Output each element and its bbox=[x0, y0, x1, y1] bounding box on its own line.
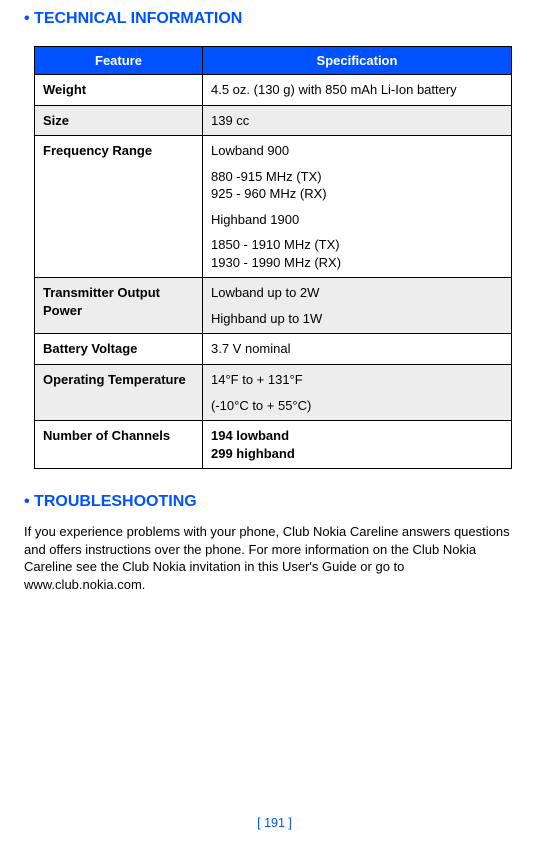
feature-label: Size bbox=[35, 105, 203, 136]
table-header-specification: Specification bbox=[203, 47, 512, 75]
feature-label: Transmitter Output Power bbox=[35, 278, 203, 334]
feature-value: 3.7 V nominal bbox=[203, 334, 512, 365]
temp-celsius: (-10°C to + 55°C) bbox=[211, 397, 503, 415]
table-row: Battery Voltage 3.7 V nominal bbox=[35, 334, 512, 365]
table-header-feature: Feature bbox=[35, 47, 203, 75]
feature-label: Operating Temperature bbox=[35, 365, 203, 421]
feature-value: Lowband 900 880 -915 MHz (TX) 925 - 960 … bbox=[203, 136, 512, 278]
freq-highband-tx: 1850 - 1910 MHz (TX) bbox=[211, 236, 503, 254]
feature-value: 194 lowband 299 highband bbox=[203, 421, 512, 469]
feature-value: 14°F to + 131°F (-10°C to + 55°C) bbox=[203, 365, 512, 421]
table-row: Number of Channels 194 lowband 299 highb… bbox=[35, 421, 512, 469]
table-row: Weight 4.5 oz. (130 g) with 850 mAh Li-I… bbox=[35, 75, 512, 106]
feature-value: 4.5 oz. (130 g) with 850 mAh Li-Ion batt… bbox=[203, 75, 512, 106]
feature-value: 139 cc bbox=[203, 105, 512, 136]
table-row: Frequency Range Lowband 900 880 -915 MHz… bbox=[35, 136, 512, 278]
page-number: [ 191 ] bbox=[0, 816, 549, 830]
table-row: Transmitter Output Power Lowband up to 2… bbox=[35, 278, 512, 334]
freq-highband-title: Highband 1900 bbox=[211, 211, 503, 229]
troubleshooting-heading: • TROUBLESHOOTING bbox=[24, 493, 525, 511]
feature-label: Frequency Range bbox=[35, 136, 203, 278]
feature-label: Battery Voltage bbox=[35, 334, 203, 365]
troubleshooting-body-text: If you experience problems with your pho… bbox=[24, 523, 525, 593]
feature-label: Weight bbox=[35, 75, 203, 106]
channels-highband: 299 highband bbox=[211, 445, 503, 463]
technical-information-heading: • TECHNICAL INFORMATION bbox=[24, 10, 525, 28]
feature-value: Lowband up to 2W Highband up to 1W bbox=[203, 278, 512, 334]
power-lowband: Lowband up to 2W bbox=[211, 284, 503, 302]
freq-lowband-tx: 880 -915 MHz (TX) bbox=[211, 168, 503, 186]
feature-label: Number of Channels bbox=[35, 421, 203, 469]
freq-lowband-rx: 925 - 960 MHz (RX) bbox=[211, 185, 503, 203]
table-row: Operating Temperature 14°F to + 131°F (-… bbox=[35, 365, 512, 421]
temp-fahrenheit: 14°F to + 131°F bbox=[211, 371, 503, 389]
specification-table: Feature Specification Weight 4.5 oz. (13… bbox=[34, 46, 512, 469]
freq-highband-rx: 1930 - 1990 MHz (RX) bbox=[211, 254, 503, 272]
freq-lowband-title: Lowband 900 bbox=[211, 142, 503, 160]
power-highband: Highband up to 1W bbox=[211, 310, 503, 328]
channels-lowband: 194 lowband bbox=[211, 427, 503, 445]
table-row: Size 139 cc bbox=[35, 105, 512, 136]
